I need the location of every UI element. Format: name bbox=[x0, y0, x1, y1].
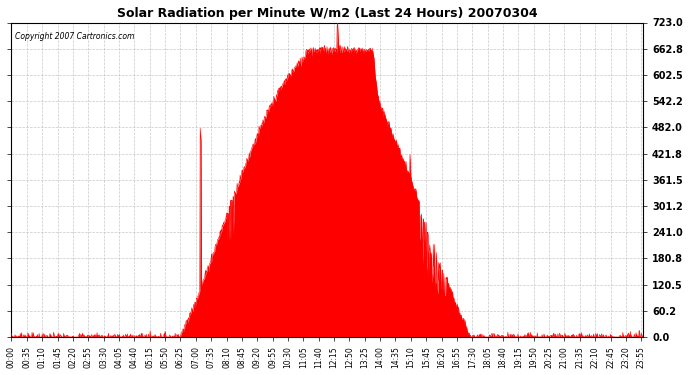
Text: Copyright 2007 Cartronics.com: Copyright 2007 Cartronics.com bbox=[14, 32, 134, 41]
Title: Solar Radiation per Minute W/m2 (Last 24 Hours) 20070304: Solar Radiation per Minute W/m2 (Last 24… bbox=[117, 7, 538, 20]
